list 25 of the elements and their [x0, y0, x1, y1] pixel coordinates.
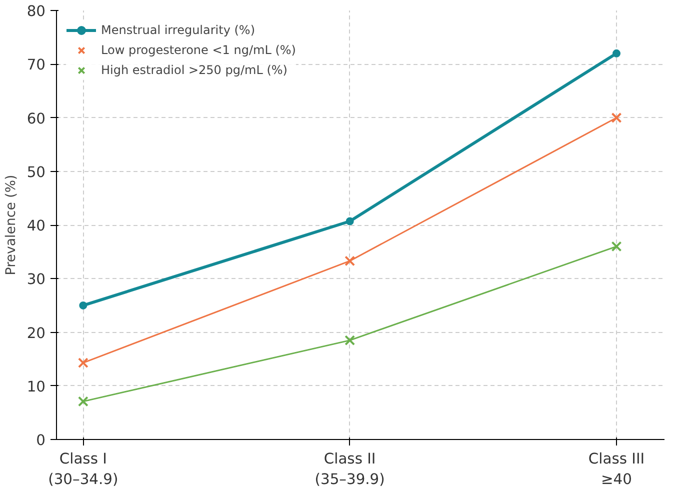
y-tick-label: 70	[26, 56, 46, 74]
y-tick-label: 40	[26, 218, 46, 234]
legend-label: Menstrual irregularity (%)	[101, 23, 256, 37]
x-tick-label: Class II (35–39.9)	[314, 450, 385, 488]
point	[344, 335, 356, 346]
x-tick-label: Class I (30–34.9)	[48, 450, 118, 488]
y-tick-label: 0	[36, 432, 46, 449]
point	[78, 396, 88, 407]
point	[611, 241, 622, 252]
y-tick-label: 10	[26, 378, 46, 396]
y-tick-label: 60	[26, 110, 46, 128]
y-axis-title: Prevalence (%)	[4, 174, 19, 276]
point	[78, 358, 88, 368]
legend-label: Low progesterone <1 ng/mL (%)	[101, 43, 296, 57]
x-tick-label: Class III ≥40	[588, 450, 645, 488]
point	[344, 256, 356, 266]
point	[612, 49, 620, 58]
legend-label: High estradiol >250 pg/mL (%)	[101, 63, 288, 77]
y-tick-label: 50	[26, 164, 46, 181]
point	[79, 301, 88, 310]
y-tick-label: 30	[26, 271, 46, 288]
y-tick-label: 80	[26, 3, 46, 20]
point	[346, 217, 354, 226]
point	[611, 112, 622, 123]
y-tick-label: 20	[26, 324, 46, 342]
